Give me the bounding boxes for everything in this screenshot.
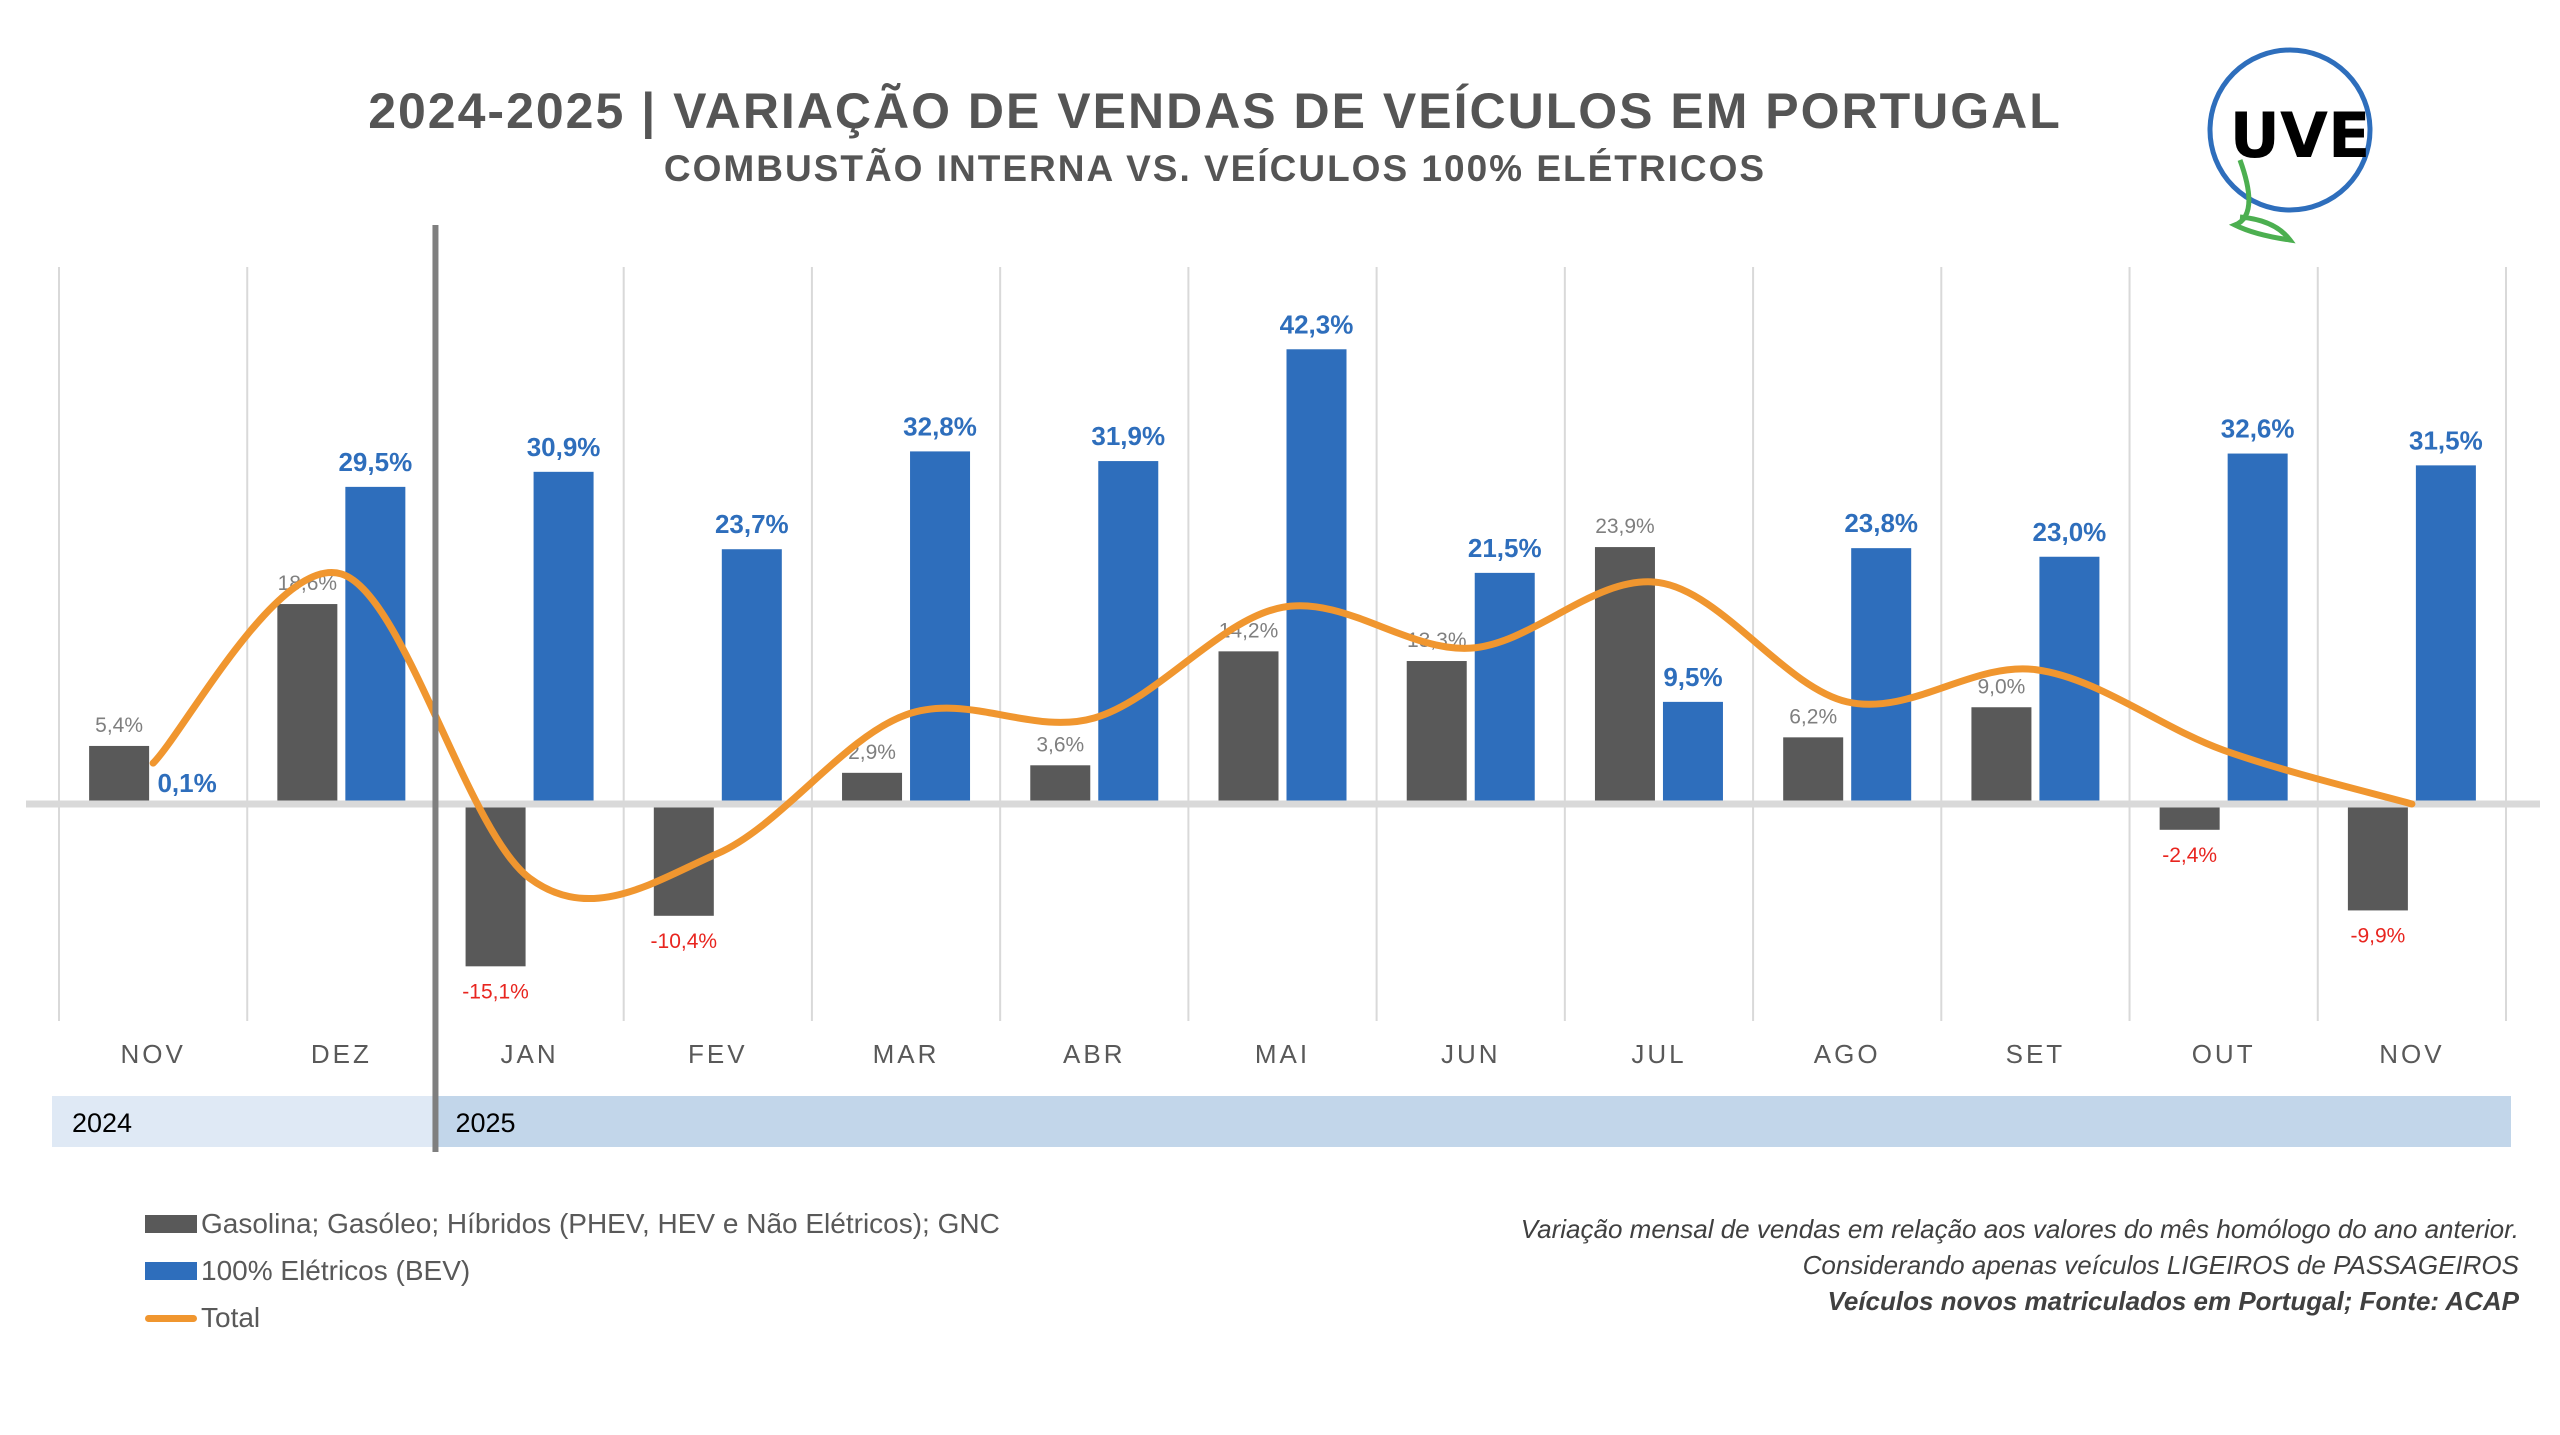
bar-bev — [345, 486, 406, 804]
label-combustion: -15,1% — [462, 980, 529, 1003]
bar-combustion — [1030, 765, 1091, 804]
label-bev: 32,8% — [903, 411, 977, 441]
label-bev: 21,5% — [1468, 533, 1542, 563]
month-label: FEV — [688, 1039, 748, 1069]
label-combustion: 6,2% — [1789, 705, 1837, 728]
label-bev: 30,9% — [527, 432, 601, 462]
bar-bev — [1286, 349, 1347, 804]
bar-combustion — [1218, 651, 1279, 804]
month-label: AGO — [1814, 1039, 1881, 1069]
label-bev: 31,5% — [2409, 425, 2483, 455]
footer-note-2: Considerando apenas veículos LIGEIROS de… — [1802, 1250, 2519, 1280]
bar-combustion — [842, 772, 903, 804]
label-bev: 0,1% — [157, 768, 216, 798]
label-bev: 29,5% — [338, 447, 412, 477]
bar-bev — [910, 451, 971, 804]
label-combustion: -2,4% — [2162, 844, 2217, 867]
bar-bev — [2415, 465, 2476, 804]
chart-subtitle: COMBUSTÃO INTERNA VS. VEÍCULOS 100% ELÉT… — [663, 148, 1767, 189]
label-bev: 23,8% — [1844, 508, 1918, 538]
label-combustion: -9,9% — [2350, 924, 2405, 947]
legend-swatch-line — [145, 1314, 197, 1322]
bar-combustion — [2159, 804, 2220, 830]
month-label: MAI — [1255, 1039, 1310, 1069]
year-label: 2025 — [455, 1108, 515, 1138]
label-combustion: 9,0% — [1977, 675, 2025, 698]
month-label: DEZ — [311, 1039, 372, 1069]
legend-label: Total — [201, 1302, 261, 1333]
label-bev: 9,5% — [1663, 662, 1722, 692]
bar-bev — [2227, 453, 2288, 804]
month-label: JUL — [1631, 1039, 1686, 1069]
bar-bev — [1098, 461, 1159, 804]
bar-combustion — [1406, 661, 1467, 804]
footer-source: Veículos novos matriculados em Portugal;… — [1827, 1286, 2519, 1316]
label-combustion: 5,4% — [95, 714, 143, 737]
legend-item-bev: 100% Elétricos (BEV) — [145, 1255, 470, 1287]
label-combustion: 2,9% — [848, 741, 896, 764]
legend-item-combustion: Gasolina; Gasóleo; Híbridos (PHEV, HEV e… — [145, 1208, 1000, 1240]
legend-item-total: Total — [145, 1302, 260, 1334]
bar-combustion — [277, 604, 338, 804]
bar-bev — [1474, 572, 1535, 804]
uve-logo-icon: UVE — [2207, 47, 2373, 244]
label-combustion: 23,9% — [1595, 515, 1655, 538]
bar-combustion — [1971, 707, 2032, 804]
bar-combustion — [89, 745, 150, 804]
month-label: ABR — [1063, 1039, 1125, 1069]
bar-combustion — [1783, 737, 1844, 804]
label-bev: 23,0% — [2033, 517, 2107, 547]
month-label: SET — [2006, 1039, 2066, 1069]
bar-bev — [1851, 548, 1912, 804]
label-bev: 23,7% — [715, 509, 789, 539]
chart-title: 2024-2025 | VARIAÇÃO DE VENDAS DE VEÍCUL… — [368, 83, 2062, 139]
month-label: OUT — [2192, 1039, 2256, 1069]
label-bev: 31,9% — [1091, 421, 1165, 451]
bar-combustion — [2347, 804, 2408, 911]
label-bev: 42,3% — [1280, 309, 1354, 339]
label-bev: 32,6% — [2221, 414, 2295, 444]
month-label: NOV — [120, 1039, 185, 1069]
bar-bev — [1662, 701, 1723, 804]
legend-swatch-blue — [145, 1262, 197, 1280]
month-label: JAN — [501, 1039, 559, 1069]
footer-note-1: Variação mensal de vendas em relação aos… — [1520, 1214, 2519, 1244]
legend-label: 100% Elétricos (BEV) — [201, 1255, 471, 1286]
label-combustion: 3,6% — [1036, 733, 1084, 756]
year-band — [435, 1096, 2512, 1147]
total-line — [149, 569, 2416, 903]
month-label: JUN — [1441, 1039, 1501, 1069]
year-band — [52, 1096, 436, 1147]
year-label: 2024 — [72, 1108, 132, 1138]
legend-label: Gasolina; Gasóleo; Híbridos (PHEV, HEV e… — [201, 1208, 1000, 1239]
legend-swatch-gray — [145, 1215, 197, 1233]
bar-bev — [721, 549, 782, 804]
bar-bev — [533, 471, 594, 804]
month-label: NOV — [2379, 1039, 2444, 1069]
bar-combustion — [465, 804, 526, 967]
month-label: MAR — [873, 1039, 940, 1069]
logo-text: UVE — [2230, 99, 2371, 172]
label-combustion: -10,4% — [651, 930, 718, 953]
